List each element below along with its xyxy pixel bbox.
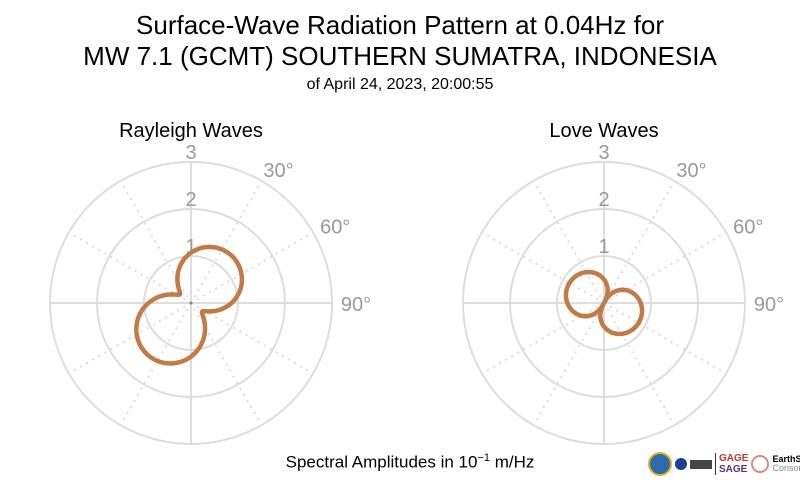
grid-spoke [481, 231, 605, 304]
grid-spoke [119, 302, 192, 426]
center-dot [602, 301, 606, 305]
grid-spoke [532, 302, 605, 426]
r-tick-label: 2 [598, 189, 609, 211]
gage-logo: GAGE [719, 453, 749, 464]
sage-logo: SAGE [719, 464, 748, 475]
radiation-pattern-line [134, 244, 245, 366]
chart-title: Love Waves [549, 120, 658, 142]
angle-label: 30° [676, 160, 706, 182]
grid-spoke [190, 180, 263, 304]
angle-label: 90° [754, 294, 784, 316]
angle-label: 60° [320, 217, 350, 239]
title-line-2: MW 7.1 (GCMT) SOUTHERN SUMATRA, INDONESI… [83, 41, 717, 71]
center-dot [189, 301, 193, 305]
grid-spoke [119, 180, 192, 304]
title-date: of April 24, 2023, 20:00:55 [306, 76, 494, 93]
grid-spoke [68, 302, 192, 375]
grid-spoke [603, 180, 676, 304]
r-tick-label: 3 [598, 142, 609, 164]
grid-spoke [603, 302, 676, 426]
grid-spoke [190, 302, 263, 426]
r-tick-label: 1 [598, 236, 609, 258]
angle-label: 30° [263, 160, 293, 182]
r-tick-label: 1 [185, 236, 196, 258]
radiation-pattern-line [563, 269, 645, 337]
angle-label: 90° [341, 294, 371, 316]
grid-spoke [532, 180, 605, 304]
x-axis-label: Spectral Amplitudes in 10−1 m/Hz [285, 452, 535, 472]
nasa-logo [675, 458, 687, 470]
r-tick-label: 3 [185, 142, 196, 164]
usgs-logo [690, 459, 712, 469]
nsf-logo [648, 452, 672, 476]
r-tick-label: 2 [185, 189, 196, 211]
title-line-1: Surface-Wave Radiation Pattern at 0.04Hz… [136, 10, 664, 40]
grid-spoke [603, 231, 727, 304]
earthscope-logo-icon [751, 455, 770, 473]
grid-spoke [603, 302, 727, 375]
chart-title: Rayleigh Waves [119, 120, 263, 142]
grid-spoke [68, 231, 192, 304]
grid-spoke [190, 231, 314, 304]
grid-spoke [190, 302, 314, 375]
grid-spoke [481, 302, 605, 375]
angle-label: 60° [733, 217, 763, 239]
